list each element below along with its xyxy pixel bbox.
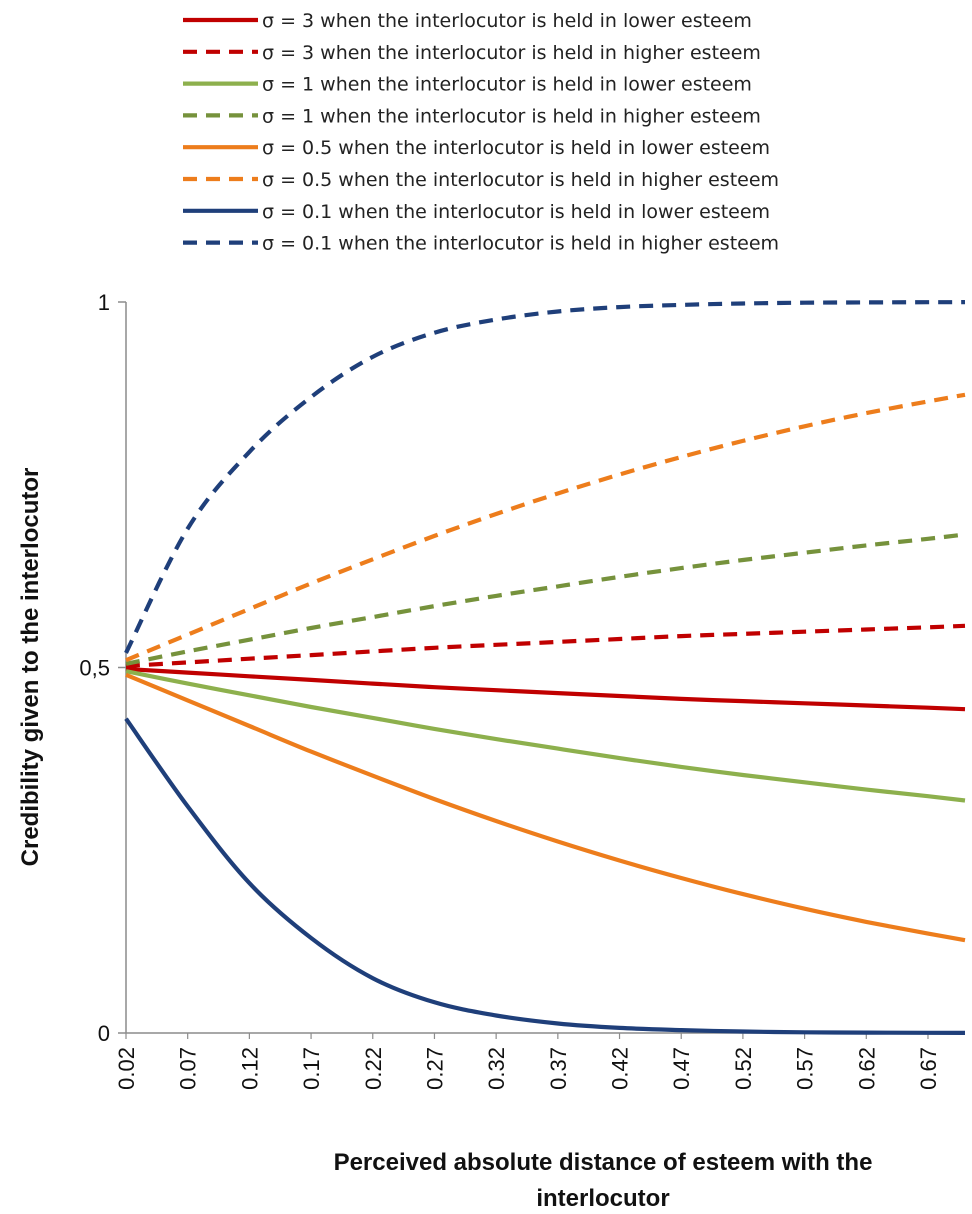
- legend-label-6: σ = 0.5 when the interlocutor is held in…: [262, 169, 779, 191]
- series-line-3: [125, 669, 966, 803]
- x-tick-label: 0.42: [608, 1047, 633, 1090]
- legend-label-5: σ = 0.5 when the interlocutor is held in…: [262, 137, 770, 159]
- legend-label-3: σ = 1 when the interlocutor is held in l…: [262, 74, 752, 96]
- legend-label-7: σ = 0.1 when the interlocutor is held in…: [262, 201, 770, 223]
- series-line-1: [125, 666, 966, 712]
- series-line-7: [124, 717, 966, 1035]
- x-tick-label: 0.27: [422, 1047, 447, 1090]
- chart-series: [124, 300, 966, 1035]
- x-axis-title-line-2: interlocutor: [536, 1185, 669, 1212]
- legend-label-8: σ = 0.1 when the interlocutor is held in…: [262, 233, 779, 255]
- series-line-8: [124, 300, 966, 654]
- x-axis-title-line-1: Perceived absolute distance of esteem wi…: [334, 1149, 873, 1176]
- x-tick-label: 0.62: [854, 1047, 879, 1090]
- y-tick-label: 0: [98, 1021, 110, 1046]
- x-tick-label: 0.02: [114, 1047, 139, 1090]
- x-axis-ticks: 0.02 0.07 0.12 0.17 0.22 0.27 0.32 0.37 0.42 0.47…: [114, 1033, 941, 1090]
- series-line-4: [125, 532, 966, 666]
- x-tick-label: 0.32: [484, 1047, 509, 1090]
- x-tick-label: 0.22: [361, 1047, 386, 1090]
- legend-label-1: σ = 3 when the interlocutor is held in l…: [262, 10, 752, 32]
- y-tick-label: 1: [98, 290, 110, 315]
- x-tick-label: 0.17: [299, 1047, 324, 1090]
- series-line-6: [125, 392, 966, 663]
- x-tick-label: 0.67: [916, 1047, 941, 1090]
- y-axis-ticks: 00,51: [79, 290, 126, 1046]
- x-tick-label: 0.57: [793, 1047, 818, 1090]
- x-tick-label: 0.12: [237, 1047, 262, 1090]
- legend-label-2: σ = 3 when the interlocutor is held in h…: [262, 42, 761, 64]
- series-line-2: [125, 623, 966, 669]
- x-tick-label: 0.07: [176, 1047, 201, 1090]
- y-tick-label: 0,5: [79, 656, 110, 681]
- x-tick-label: 0.47: [669, 1047, 694, 1090]
- x-tick-label: 0.37: [546, 1047, 571, 1090]
- legend-label-4: σ = 1 when the interlocutor is held in h…: [262, 105, 761, 127]
- chart-legend: σ = 3 when the interlocutor is held in l…: [183, 10, 779, 255]
- chart-axes: [125, 302, 965, 1034]
- series-line-5: [125, 672, 966, 943]
- y-axis-title: Credibility given to the interlocutor: [17, 468, 44, 867]
- x-tick-label: 0.52: [731, 1047, 756, 1090]
